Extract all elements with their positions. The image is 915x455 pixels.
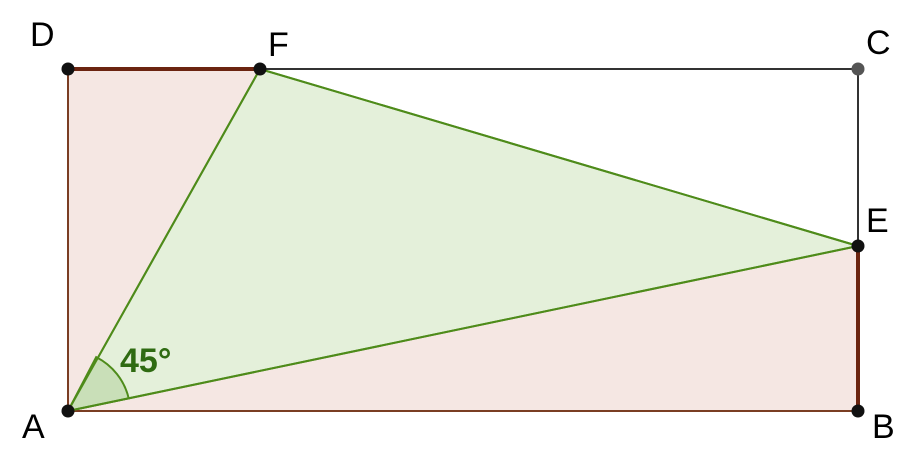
label-F: F (268, 26, 289, 64)
point-F (253, 62, 267, 76)
label-E: E (866, 202, 889, 240)
point-A (61, 404, 75, 418)
segment-AE (67, 245, 859, 412)
point-B (851, 404, 865, 418)
label-A: A (22, 408, 45, 446)
point-E (851, 239, 865, 253)
segment-FE (259, 68, 859, 247)
label-C: C (866, 24, 891, 62)
label-D: D (30, 16, 55, 54)
point-D (61, 62, 75, 76)
label-B: B (872, 408, 895, 446)
angle-label-A: 45° (120, 342, 171, 380)
point-C (851, 62, 865, 76)
segment-AF (67, 68, 261, 412)
